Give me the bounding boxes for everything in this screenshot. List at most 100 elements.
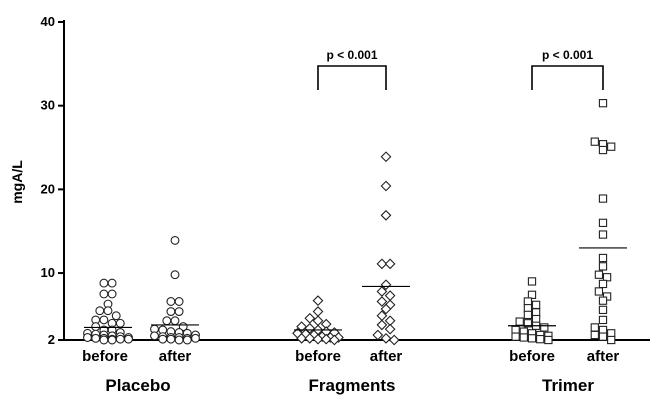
- data-point: [388, 334, 400, 346]
- p-value-annotation: p < 0.001: [326, 48, 377, 62]
- data-point: [598, 145, 608, 155]
- data-point: [607, 142, 616, 151]
- y-tick-label: 30: [41, 98, 55, 113]
- data-point: [531, 308, 541, 317]
- data-point: [166, 307, 176, 316]
- significance-bracket: [531, 65, 604, 90]
- data-point: [320, 333, 332, 345]
- data-point: [598, 253, 608, 263]
- subgroup-label: after: [587, 348, 620, 365]
- data-point: [598, 279, 608, 289]
- data-point: [174, 307, 184, 316]
- data-point: [312, 306, 324, 317]
- data-point: [607, 335, 616, 345]
- data-point: [182, 335, 192, 345]
- data-point: [523, 297, 533, 306]
- p-value-annotation: p < 0.001: [542, 48, 593, 62]
- subgroup-label: before: [509, 348, 555, 365]
- data-point: [531, 314, 541, 324]
- data-point: [384, 290, 396, 302]
- data-point: [380, 303, 392, 315]
- data-point: [536, 335, 545, 344]
- data-point: [99, 315, 109, 325]
- data-point: [372, 329, 384, 341]
- data-point: [91, 322, 101, 332]
- data-point: [99, 335, 109, 345]
- data-point: [304, 312, 316, 324]
- data-point: [515, 317, 524, 326]
- data-point: [590, 323, 599, 332]
- data-point: [170, 316, 180, 326]
- group-label: Fragments: [309, 376, 396, 395]
- data-point: [83, 333, 92, 342]
- data-point: [544, 335, 553, 345]
- data-point: [312, 295, 324, 307]
- data-point: [170, 235, 180, 245]
- data-point: [312, 333, 324, 345]
- subgroup-label: before: [82, 348, 128, 365]
- data-point: [99, 278, 109, 288]
- data-point: [607, 329, 616, 338]
- data-point: [598, 325, 608, 335]
- y-tick-label: 20: [41, 181, 55, 196]
- data-point: [166, 334, 176, 344]
- data-point: [191, 333, 200, 343]
- data-point: [598, 230, 608, 239]
- data-point: [296, 321, 307, 332]
- category-labels: before after Placebo before after Fragments be…: [82, 48, 619, 395]
- data-point: [115, 334, 125, 344]
- subgroup-label: after: [159, 348, 192, 365]
- data-point: [598, 332, 608, 341]
- data-points: [83, 99, 627, 346]
- data-point: [527, 334, 537, 343]
- data-point: [99, 289, 109, 299]
- data-point: [511, 325, 520, 335]
- data-point: [531, 300, 541, 310]
- data-point: [91, 333, 101, 343]
- data-point: [540, 323, 549, 332]
- data-point: [598, 194, 608, 203]
- y-tick-label: 40: [41, 14, 55, 29]
- group-label: Placebo: [105, 376, 170, 395]
- data-point: [598, 296, 608, 305]
- data-point: [170, 270, 180, 280]
- data-point: [523, 304, 533, 313]
- data-point: [107, 289, 117, 299]
- data-point: [594, 287, 604, 296]
- y-tick-label: 2: [48, 332, 55, 347]
- data-point: [590, 330, 599, 340]
- data-point: [384, 258, 396, 270]
- data-point: [598, 315, 608, 325]
- data-point: [380, 209, 392, 221]
- data-point: [594, 270, 604, 279]
- data-point: [304, 332, 316, 344]
- data-point: [103, 306, 113, 316]
- data-point: [380, 332, 392, 344]
- data-point: [111, 311, 121, 321]
- data-point: [150, 331, 159, 341]
- y-tick-label: 10: [41, 265, 55, 280]
- data-point: [158, 334, 168, 344]
- data-point: [376, 296, 388, 307]
- data-point: [376, 319, 388, 331]
- data-point: [523, 310, 533, 320]
- data-point: [598, 218, 608, 227]
- data-point: [115, 318, 125, 328]
- data-point: [380, 180, 392, 192]
- y-axis-label: mgA/L: [9, 160, 25, 204]
- data-point: [523, 319, 533, 328]
- data-point: [107, 335, 117, 345]
- data-point: [380, 279, 392, 291]
- data-point: [519, 333, 528, 342]
- data-point: [527, 290, 537, 299]
- data-point: [511, 332, 520, 341]
- data-point: [174, 335, 184, 345]
- data-point: [598, 305, 608, 315]
- data-point: [598, 99, 608, 108]
- data-point: [174, 297, 184, 306]
- data-point: [598, 262, 608, 271]
- data-point: [95, 306, 105, 316]
- data-point: [162, 316, 172, 326]
- data-point: [376, 286, 388, 297]
